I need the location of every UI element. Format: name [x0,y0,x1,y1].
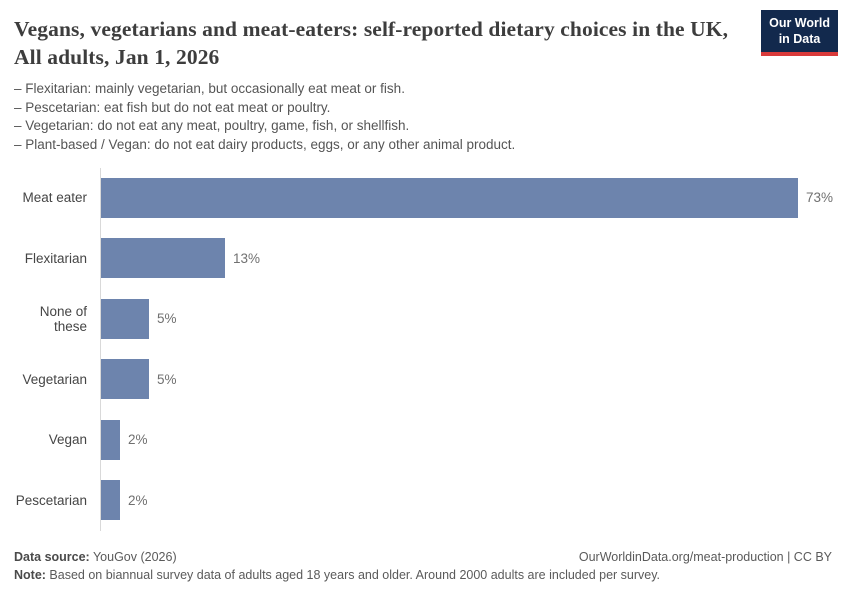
plot-area: 13% [100,228,834,289]
bar-row: Pescetarian 2% [14,470,834,531]
attribution-link[interactable]: OurWorldinData.org/meat-production | CC … [578,549,832,564]
subtitle-line-flexitarian: – Flexitarian: mainly vegetarian, but oc… [14,81,405,97]
plot-area: 73% [100,167,834,229]
note-value: Based on biannual survey data of adults … [45,568,661,583]
note-label: Note: [14,568,46,583]
value-label: 2% [128,492,148,508]
bar[interactable] [101,419,120,460]
bar-row: Flexitarian 13% [14,228,834,289]
footer-source-line: Data source: YouGov (2026) OurWorldinDat… [14,548,832,567]
bar[interactable] [101,298,149,339]
plot-area: 2% [100,409,834,471]
value-label: 5% [157,311,177,327]
data-source-label: Data source: [14,549,90,564]
owid-logo-line2: in Data [778,31,821,46]
subtitle-line-vegetarian: – Vegetarian: do not eat any meat, poult… [14,118,410,134]
bar-row: Meat eater 73% [14,167,834,229]
chart-subtitle: – Flexitarian: mainly vegetarian, but oc… [14,80,834,155]
value-label: 13% [233,250,261,266]
plot-area: 2% [100,470,834,531]
chart-title: Vegans, vegetarians and meat-eaters: sel… [14,17,729,69]
bar[interactable] [101,359,149,400]
chart-footer: Data source: YouGov (2026) OurWorldinDat… [14,548,834,586]
footer-note-line: Note: Based on biannual survey data of a… [14,566,832,585]
subtitle-line-vegan: – Plant-based / Vegan: do not eat dairy … [14,136,516,152]
value-label: 2% [128,432,148,448]
bar-row: Vegetarian 5% [14,349,834,410]
bar[interactable] [101,480,120,521]
bar-row: Vegan 2% [14,409,834,471]
bar-chart: Meat eater 73% Flexitarian 13% None of these… [14,167,834,531]
value-label: 5% [157,371,177,387]
bar[interactable] [101,177,798,218]
category-label: Vegan [48,432,87,448]
data-source-value: YouGov (2026) [89,549,177,564]
category-label: Vegetarian [22,371,87,387]
category-label: Meat eater [22,190,87,206]
value-label: 73% [806,190,834,206]
plot-area: 5% [100,288,834,350]
category-label: Pescetarian [15,492,87,508]
data-source-text: Data source: YouGov (2026) [14,548,177,567]
category-label: Flexitarian [24,250,87,266]
owid-logo: Our World in Data [761,10,838,57]
category-label: None of these [39,303,87,334]
plot-area: 5% [100,349,834,410]
bar[interactable] [101,238,225,279]
owid-logo-line1: Our World [769,16,830,30]
bar-row: None of these 5% [14,288,834,350]
subtitle-line-pescetarian: – Pescetarian: eat fish but do not eat m… [14,99,331,115]
